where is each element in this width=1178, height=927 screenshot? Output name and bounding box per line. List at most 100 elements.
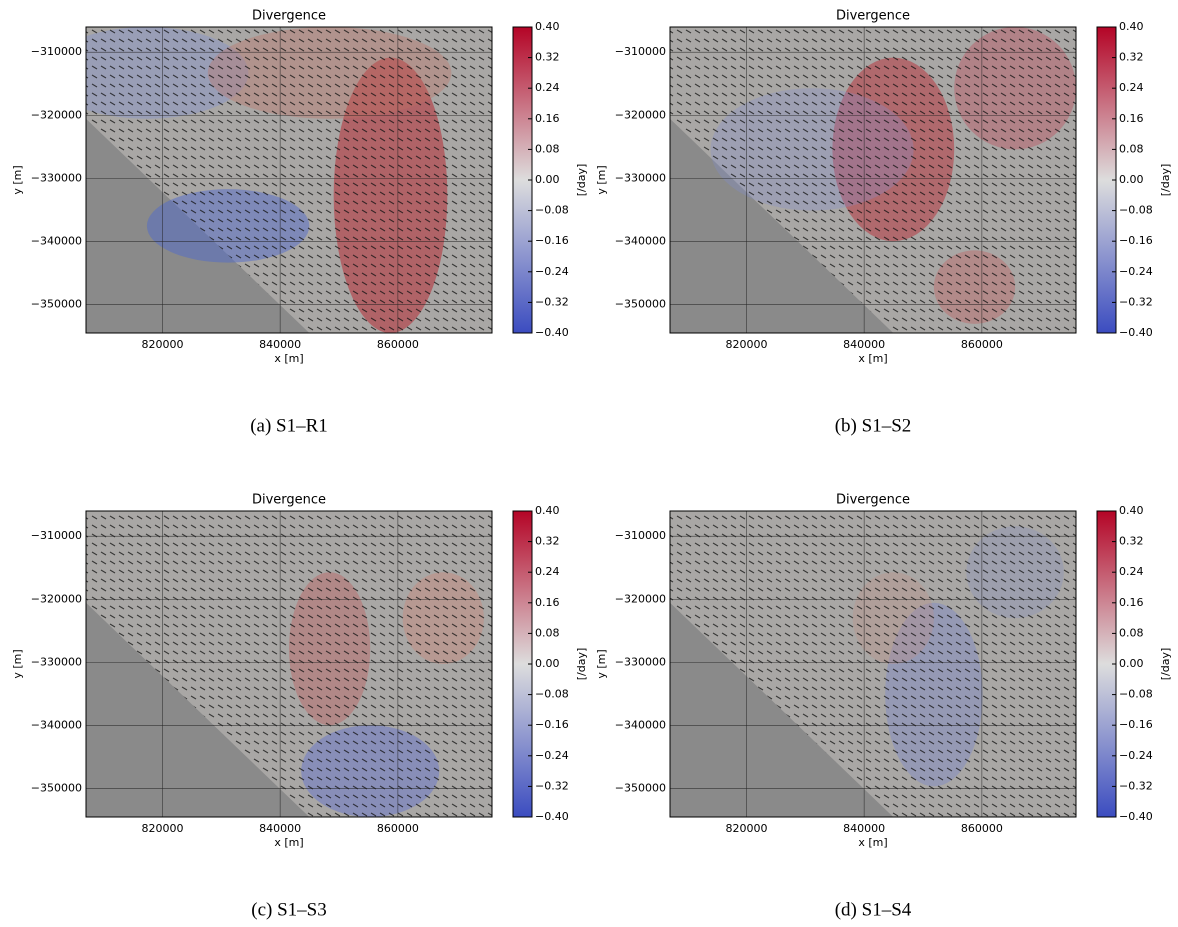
colorbar-tick-label: −0.16 [535, 234, 569, 247]
x-tick-label: 840000 [843, 338, 885, 351]
y-tick-label: −340000 [31, 719, 82, 732]
chart-title: Divergence [836, 9, 910, 24]
y-tick-label: −320000 [31, 592, 82, 605]
y-tick-label: −310000 [31, 529, 82, 542]
colorbar-tick-label: 0.40 [1119, 20, 1144, 33]
colorbar-tick-label: −0.08 [535, 204, 569, 217]
colorbar-tick-label: 0.00 [1119, 173, 1144, 186]
y-tick-label: −350000 [31, 298, 82, 311]
colorbar-tick-label: −0.08 [1119, 204, 1153, 217]
x-axis-label: x [m] [858, 836, 887, 849]
colorbar-label: [/day] [1159, 648, 1172, 681]
colorbar-tick-label: −0.32 [1119, 295, 1153, 308]
y-tick-label: −310000 [31, 45, 82, 58]
x-tick-label: 840000 [843, 822, 885, 835]
x-tick-label: 820000 [725, 822, 767, 835]
map-image [670, 27, 1076, 333]
colorbar-tick-label: 0.40 [535, 20, 560, 33]
colorbar-tick-label: −0.16 [1119, 718, 1153, 731]
caption: (b) S1–S2 [835, 415, 912, 436]
y-tick-label: −310000 [615, 45, 666, 58]
colorbar-tick-label: −0.16 [535, 718, 569, 731]
colorbar-tick-label: 0.08 [535, 142, 560, 155]
caption: (c) S1–S3 [251, 899, 326, 920]
y-tick-label: −350000 [31, 782, 82, 795]
colorbar-tick-label: −0.24 [1119, 749, 1153, 762]
colorbar-tick-label: −0.32 [535, 779, 569, 792]
chart-title: Divergence [252, 493, 326, 508]
y-tick-label: −320000 [615, 108, 666, 121]
x-axis-label: x [m] [274, 836, 303, 849]
colorbar-tick-label: −0.40 [535, 326, 569, 339]
chart-title: Divergence [252, 9, 326, 24]
colorbar-tick-label: −0.40 [535, 810, 569, 823]
colorbar-tick-label: 0.32 [1119, 535, 1144, 548]
x-axis-label: x [m] [274, 352, 303, 365]
y-tick-label: −340000 [615, 235, 666, 248]
y-axis-label: y [m] [11, 165, 24, 194]
y-tick-label: −330000 [31, 171, 82, 184]
colorbar-tick-label: 0.24 [535, 565, 560, 578]
caption: (a) S1–R1 [250, 415, 328, 436]
x-tick-label: 820000 [141, 822, 183, 835]
colorbar-label: [/day] [1159, 164, 1172, 197]
colorbar-tick-label: −0.24 [535, 265, 569, 278]
x-tick-label: 820000 [725, 338, 767, 351]
colorbar-tick-label: 0.16 [535, 112, 560, 125]
colorbar-tick-label: 0.24 [535, 81, 560, 94]
colorbar-tick-label: −0.24 [535, 749, 569, 762]
colorbar-tick-label: 0.16 [535, 596, 560, 609]
map-image [670, 511, 1076, 817]
x-tick-label: 860000 [377, 338, 419, 351]
map-image [45, 27, 492, 333]
x-tick-label: 820000 [141, 338, 183, 351]
figure: Divergence 820000 840000 860000 −350000 −3400… [0, 0, 1178, 927]
colorbar-tick-label: 0.16 [1119, 112, 1144, 125]
colorbar-tick-label: 0.32 [535, 51, 560, 64]
colorbar-tick-label: 0.16 [1119, 596, 1144, 609]
x-tick-label: 840000 [259, 822, 301, 835]
panel: Divergence 820000 840000 860000 −350000 −3400… [595, 493, 1172, 921]
caption: (d) S1–S4 [835, 899, 912, 920]
colorbar-tick-label: 0.40 [535, 504, 560, 517]
panel: Divergence 820000 840000 860000 −350000 −3400… [11, 9, 588, 437]
colorbar-tick-label: −0.08 [535, 688, 569, 701]
x-axis-label: x [m] [858, 352, 887, 365]
map-image [86, 511, 492, 817]
y-tick-label: −320000 [615, 592, 666, 605]
panel: Divergence 820000 840000 860000 −350000 −3400… [595, 9, 1172, 437]
colorbar-tick-label: 0.00 [535, 173, 560, 186]
x-tick-label: 840000 [259, 338, 301, 351]
colorbar-tick-label: 0.24 [1119, 565, 1144, 578]
colorbar-tick-label: −0.32 [1119, 779, 1153, 792]
colorbar-tick-label: −0.24 [1119, 265, 1153, 278]
y-tick-label: −330000 [31, 655, 82, 668]
chart-title: Divergence [836, 493, 910, 508]
x-tick-label: 860000 [961, 822, 1003, 835]
y-tick-label: −330000 [615, 171, 666, 184]
y-tick-label: −340000 [31, 235, 82, 248]
y-tick-label: −340000 [615, 719, 666, 732]
colorbar-label: [/day] [575, 648, 588, 681]
colorbar-tick-label: 0.08 [1119, 626, 1144, 639]
colorbar-tick-label: 0.24 [1119, 81, 1144, 94]
colorbar-tick-label: 0.08 [1119, 142, 1144, 155]
x-tick-label: 860000 [961, 338, 1003, 351]
y-tick-label: −310000 [615, 529, 666, 542]
y-tick-label: −350000 [615, 298, 666, 311]
colorbar-tick-label: −0.40 [1119, 810, 1153, 823]
colorbar-tick-label: 0.08 [535, 626, 560, 639]
colorbar-label: [/day] [575, 164, 588, 197]
y-tick-label: −330000 [615, 655, 666, 668]
colorbar-tick-label: 0.00 [535, 657, 560, 670]
y-tick-label: −350000 [615, 782, 666, 795]
colorbar-tick-label: −0.16 [1119, 234, 1153, 247]
y-tick-label: −320000 [31, 108, 82, 121]
colorbar-tick-label: −0.40 [1119, 326, 1153, 339]
colorbar-tick-label: 0.00 [1119, 657, 1144, 670]
panel: Divergence820000840000860000−350000−3400… [11, 493, 588, 921]
colorbar-tick-label: −0.32 [535, 295, 569, 308]
colorbar-tick-label: 0.32 [535, 535, 560, 548]
y-axis-label: y [m] [11, 649, 24, 678]
y-axis-label: y [m] [595, 649, 608, 678]
